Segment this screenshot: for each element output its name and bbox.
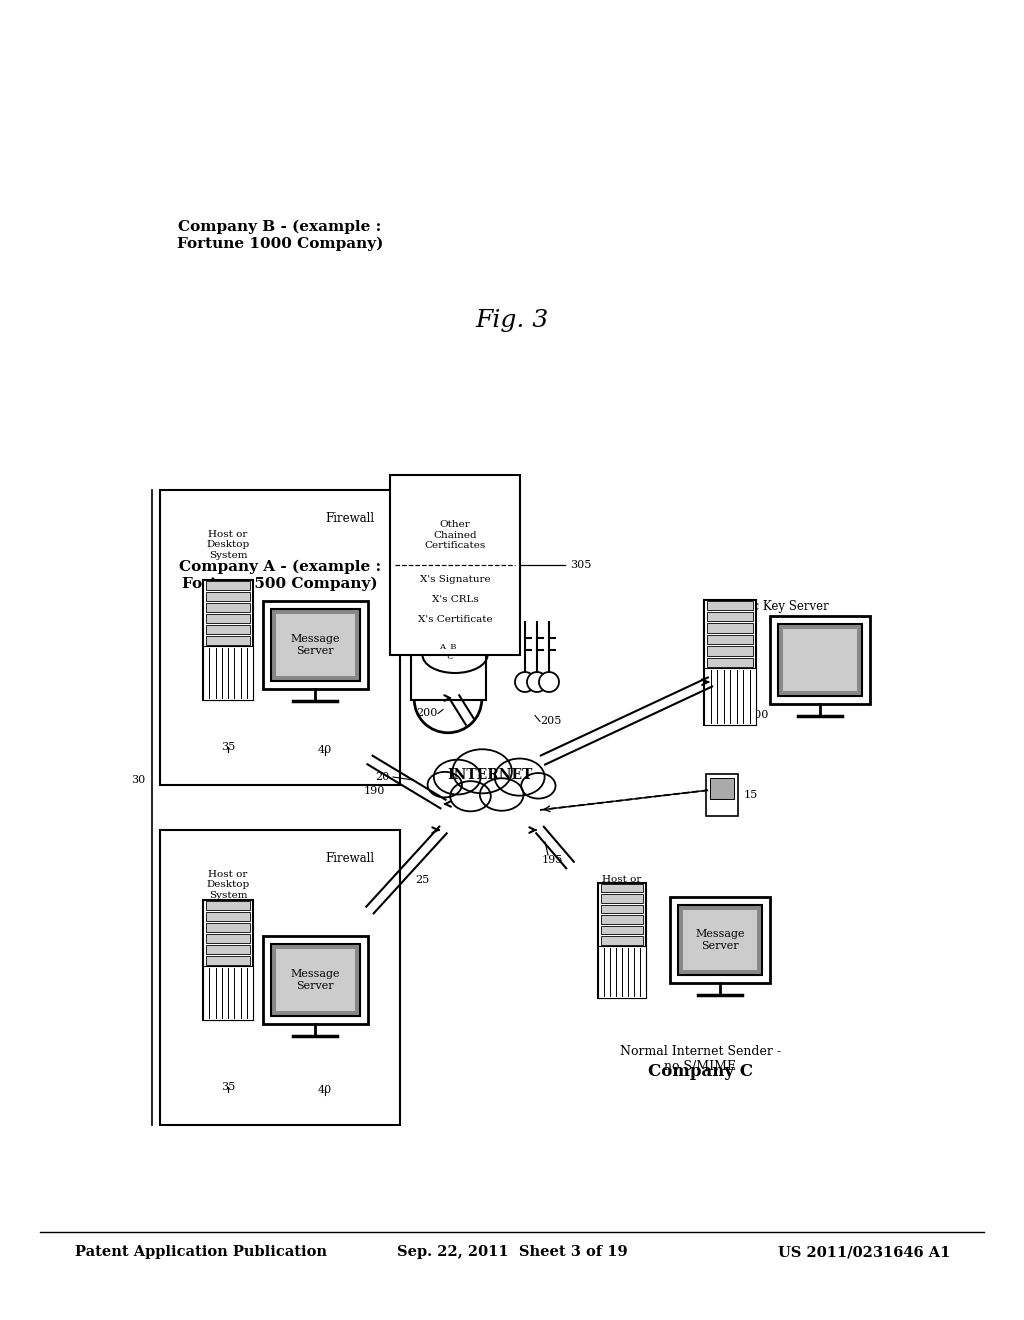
Bar <box>206 581 250 590</box>
Text: Patent Application Publication: Patent Application Publication <box>75 1245 327 1259</box>
Text: 195: 195 <box>542 855 563 865</box>
Text: Other
Chained
Certificates: Other Chained Certificates <box>424 520 485 550</box>
Bar <box>206 956 250 965</box>
Text: Company B - (example :
Fortune 1000 Company): Company B - (example : Fortune 1000 Comp… <box>177 220 383 251</box>
Bar <box>601 925 643 935</box>
Bar <box>206 912 250 921</box>
Ellipse shape <box>495 759 545 796</box>
Bar <box>206 614 250 623</box>
Text: Fig. 3: Fig. 3 <box>475 309 549 331</box>
Bar <box>707 601 753 610</box>
Bar <box>707 657 753 667</box>
Bar <box>705 599 756 725</box>
Text: 25: 25 <box>415 875 429 884</box>
Bar <box>203 966 253 1020</box>
Text: 600: 600 <box>746 710 768 719</box>
Text: 190: 190 <box>364 785 385 796</box>
Text: Host or
Desktop
System: Host or Desktop System <box>600 875 644 904</box>
Bar <box>710 777 734 799</box>
Bar <box>270 944 359 1016</box>
Text: Normal Internet Sender -
no S/MIME: Normal Internet Sender - no S/MIME <box>620 1045 780 1073</box>
Bar <box>707 623 753 632</box>
Bar <box>601 883 643 892</box>
Bar <box>206 923 250 932</box>
Bar <box>598 945 646 998</box>
Text: 305: 305 <box>570 560 592 570</box>
Text: 35: 35 <box>221 742 236 752</box>
Text: Company A - (example :
Fortune 500 Company): Company A - (example : Fortune 500 Compa… <box>179 560 381 591</box>
Text: 200: 200 <box>417 709 438 718</box>
Bar <box>601 915 643 924</box>
Text: Message
Server: Message Server <box>290 969 340 991</box>
Bar <box>262 601 368 689</box>
Bar <box>206 591 250 601</box>
Bar <box>275 949 354 1011</box>
Text: Sep. 22, 2011  Sheet 3 of 19: Sep. 22, 2011 Sheet 3 of 19 <box>396 1245 628 1259</box>
Ellipse shape <box>453 750 512 793</box>
Text: Message
Server: Message Server <box>290 634 340 656</box>
Text: Firewall: Firewall <box>326 851 375 865</box>
Bar <box>670 898 770 983</box>
Bar <box>778 624 862 696</box>
Text: X's CRLs: X's CRLs <box>432 595 478 605</box>
Text: Host or
Desktop
System: Host or Desktop System <box>207 870 250 900</box>
Text: 35: 35 <box>221 1082 236 1092</box>
Bar <box>160 490 400 785</box>
Text: INTERNET: INTERNET <box>447 768 532 781</box>
Bar <box>275 614 354 676</box>
Ellipse shape <box>480 779 523 810</box>
Bar <box>206 935 250 942</box>
Bar <box>203 579 253 700</box>
Bar <box>705 668 756 725</box>
Bar <box>601 904 643 913</box>
Text: 205: 205 <box>540 717 561 726</box>
Circle shape <box>539 672 559 692</box>
Bar <box>707 635 753 644</box>
Circle shape <box>527 672 547 692</box>
Text: Public Key Server: Public Key Server <box>722 601 828 612</box>
Text: 20: 20 <box>376 772 390 781</box>
Bar <box>706 774 738 816</box>
Text: Company C: Company C <box>647 1064 753 1081</box>
Text: A  B
  C: A B C <box>439 643 457 660</box>
Bar <box>598 883 646 998</box>
Text: X's Signature: X's Signature <box>420 576 490 585</box>
Bar <box>411 605 485 700</box>
Text: US 2011/0231646 A1: US 2011/0231646 A1 <box>777 1245 950 1259</box>
Text: Message
Server: Message Server <box>695 929 744 950</box>
Text: Host or
Desktop
System: Host or Desktop System <box>207 531 250 560</box>
Text: X's Certificate: X's Certificate <box>418 615 493 624</box>
Bar <box>678 906 762 975</box>
Bar <box>160 830 400 1125</box>
Text: 40: 40 <box>317 744 332 755</box>
Bar <box>707 612 753 622</box>
Text: 30: 30 <box>131 775 145 785</box>
Text: 40: 40 <box>317 1085 332 1096</box>
Bar <box>206 945 250 954</box>
Bar <box>707 647 753 656</box>
Bar <box>203 900 253 1020</box>
Ellipse shape <box>434 760 480 795</box>
Bar <box>601 936 643 945</box>
Bar <box>206 603 250 612</box>
Text: Firewall: Firewall <box>326 512 375 525</box>
Text: 15: 15 <box>744 789 758 800</box>
Bar <box>203 645 253 700</box>
Ellipse shape <box>428 772 462 797</box>
Bar <box>770 616 870 704</box>
Bar <box>601 894 643 903</box>
Bar <box>783 630 857 690</box>
Bar <box>206 624 250 634</box>
Ellipse shape <box>521 774 555 799</box>
Bar <box>206 902 250 909</box>
Bar <box>206 636 250 645</box>
Bar <box>683 909 757 970</box>
Ellipse shape <box>451 781 490 812</box>
Bar <box>390 475 520 655</box>
Bar <box>262 936 368 1024</box>
Circle shape <box>515 672 535 692</box>
Bar <box>270 609 359 681</box>
